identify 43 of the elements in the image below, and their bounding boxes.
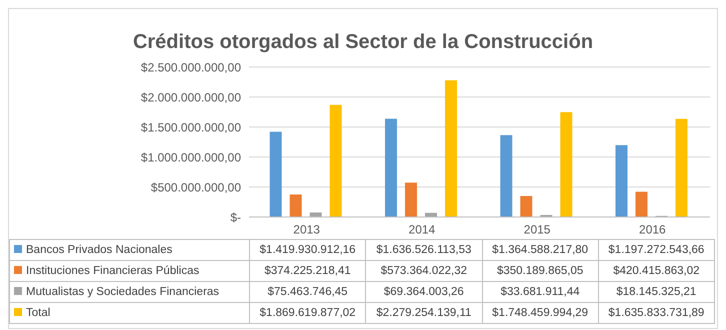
- x-tick-label: 2015: [524, 222, 551, 237]
- data-label: $75.463.746,45: [250, 282, 366, 302]
- bar: [384, 118, 397, 217]
- chart-title: Créditos otorgados al Sector de la Construcción: [132, 30, 594, 55]
- y-tick-label: $2.500.000.000,00: [140, 60, 242, 74]
- bar: [330, 104, 342, 217]
- bar: [675, 118, 688, 217]
- y-tick-label: $500.000.000,00: [150, 180, 242, 194]
- bar: [270, 132, 282, 217]
- legend-label: Total: [10, 302, 250, 324]
- bar: [520, 196, 532, 217]
- y-tick-label: $-: [230, 210, 241, 224]
- data-label: $1.197.272.543,66: [598, 240, 714, 260]
- data-label: $1.419.930.912,16: [250, 240, 366, 260]
- x-tick-label: 2016: [639, 222, 666, 237]
- data-label: $1.869.619.877,02: [250, 302, 366, 324]
- y-tick-label: $1.000.000.000,00: [140, 150, 242, 164]
- data-label: $1.635.833.731,89: [598, 302, 714, 324]
- data-label: $1.748.459.994,29: [482, 302, 598, 324]
- bar: [635, 192, 648, 217]
- data-label: $573.364.022,32: [366, 260, 482, 282]
- x-tick-label: 2014: [408, 222, 436, 237]
- y-tick-label: $2.000.000.000,00: [140, 90, 242, 104]
- legend-label: Bancos Privados Nacionales: [10, 240, 250, 260]
- data-label: $69.364.003,26: [366, 282, 482, 302]
- data-label: $420.415.863,02: [598, 260, 714, 282]
- bar: [404, 182, 417, 217]
- bar: [444, 80, 457, 217]
- bar: [615, 145, 628, 217]
- data-label: $1.636.526.113,53: [366, 240, 482, 260]
- y-tick-label: $1.500.000.000,00: [140, 120, 242, 134]
- x-tick-label: 2013: [293, 222, 320, 237]
- bar: [290, 194, 302, 217]
- bar: [560, 112, 572, 217]
- bar: [500, 135, 512, 217]
- legend-label: Mutualistas y Sociedades Financieras: [10, 282, 250, 302]
- data-label: $33.681.911,44: [482, 282, 598, 302]
- data-label: $1.364.588.217,80: [482, 240, 598, 260]
- data-label: $2.279.254.139,11: [366, 302, 482, 324]
- data-label: $350.189.865,05: [482, 260, 598, 282]
- data-label: $374.225.218,41: [250, 260, 366, 282]
- legend-label: Instituciones Financieras Públicas: [10, 260, 250, 282]
- data-label: $18.145.325,21: [598, 282, 714, 302]
